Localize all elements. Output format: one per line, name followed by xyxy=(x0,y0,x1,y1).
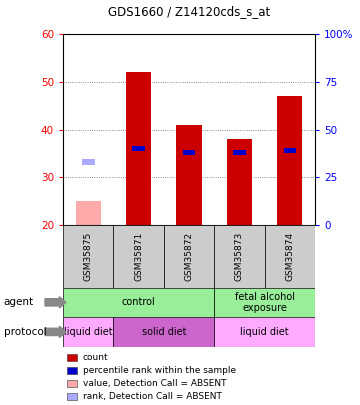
Bar xyxy=(214,288,315,317)
Text: count: count xyxy=(83,353,108,362)
Text: GSM35873: GSM35873 xyxy=(235,232,244,281)
Bar xyxy=(284,148,296,153)
Text: value, Detection Call = ABSENT: value, Detection Call = ABSENT xyxy=(83,379,226,388)
Bar xyxy=(214,317,315,347)
Bar xyxy=(63,317,113,347)
Bar xyxy=(176,125,202,225)
Bar xyxy=(132,146,145,151)
Bar xyxy=(63,288,214,317)
Bar xyxy=(183,149,195,155)
Bar xyxy=(277,96,302,225)
Text: GSM35875: GSM35875 xyxy=(84,232,93,281)
Bar xyxy=(214,225,265,288)
Text: GSM35872: GSM35872 xyxy=(185,232,194,281)
Bar xyxy=(113,317,214,347)
Bar xyxy=(233,149,246,155)
Bar xyxy=(63,225,113,288)
Text: agent: agent xyxy=(4,297,34,307)
Bar xyxy=(82,159,94,165)
Text: control: control xyxy=(122,297,156,307)
Bar xyxy=(164,225,214,288)
Text: fetal alcohol
exposure: fetal alcohol exposure xyxy=(235,292,294,313)
Bar xyxy=(113,225,164,288)
Bar xyxy=(227,139,252,225)
Bar xyxy=(265,225,315,288)
Text: rank, Detection Call = ABSENT: rank, Detection Call = ABSENT xyxy=(83,392,222,401)
Text: percentile rank within the sample: percentile rank within the sample xyxy=(83,366,236,375)
Text: GSM35874: GSM35874 xyxy=(285,232,294,281)
Text: solid diet: solid diet xyxy=(141,327,186,337)
Text: protocol: protocol xyxy=(4,327,46,337)
Text: liquid diet: liquid diet xyxy=(240,327,289,337)
Bar xyxy=(76,201,101,225)
Text: GDS1660 / Z14120cds_s_at: GDS1660 / Z14120cds_s_at xyxy=(108,5,270,18)
Text: GSM35871: GSM35871 xyxy=(134,232,143,281)
Text: liquid diet: liquid diet xyxy=(64,327,113,337)
Bar xyxy=(126,72,151,225)
